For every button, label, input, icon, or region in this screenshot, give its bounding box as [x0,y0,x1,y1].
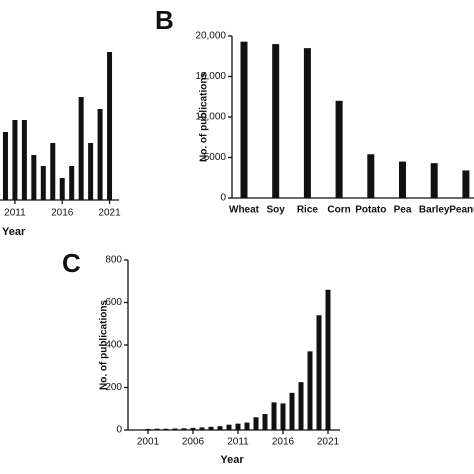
y-tick-label: 800 [105,255,122,266]
x-tick-label: Rice [297,205,319,216]
x-tick-label: Barley [419,205,450,216]
bar [307,351,313,430]
x-tick-label: 2016 [272,437,295,448]
bar [88,143,94,200]
bar [235,423,241,430]
bar [50,143,56,200]
bar [107,52,113,200]
bar [208,426,214,430]
bar [59,178,65,200]
x-tick-label: 2016 [51,208,74,219]
x-tick-label: Wheat [229,205,260,216]
x-tick-label: Peanut [449,205,474,216]
bar [271,402,277,430]
bar [253,417,259,430]
bar [12,120,18,200]
bar [145,428,151,430]
x-tick-label: 2006 [182,437,205,448]
x-tick-label: 2021 [317,437,340,448]
bar [21,120,27,200]
x-tick-label: 2001 [137,437,160,448]
bar [399,161,406,198]
bar [262,414,268,430]
bar [280,403,286,430]
bar [462,170,470,198]
x-axis-label: Year [220,454,244,466]
y-tick-label: 200 [105,382,122,393]
y-tick-label: 20,000 [195,31,226,42]
panel-letter: B [155,5,174,35]
bar [163,428,169,430]
x-tick-label: Soy [267,205,286,216]
panel-letter: C [62,248,81,278]
bar [2,132,8,200]
bar [190,427,196,430]
bar [199,427,205,430]
y-tick-label: 0 [116,425,122,436]
x-tick-label: 2021 [98,208,121,219]
bar [181,428,187,430]
y-tick-label: 0 [220,193,226,204]
bar [31,155,37,200]
y-tick-label: 5000 [204,152,227,163]
y-tick-label: 600 [105,297,122,308]
bar [430,163,438,198]
bar [316,315,322,430]
bar [303,48,311,199]
bar [78,97,84,200]
y-axis-label: No. of publications [99,300,110,390]
x-tick-label: Pea [394,205,412,216]
bar [226,424,232,430]
bar [240,41,248,198]
x-tick-label: Corn [327,205,350,216]
bar [244,422,250,430]
y-tick-label: 400 [105,340,122,351]
bar [217,426,223,430]
bar [367,154,375,198]
bar [335,100,343,198]
bar [154,428,160,430]
bar [325,289,331,430]
bar [298,382,304,430]
y-tick-label: 15,000 [195,71,226,82]
bar [97,109,103,200]
bar [40,166,46,200]
x-axis-label: Year [2,226,26,238]
bar [272,44,280,198]
y-tick-label: 10,000 [195,112,226,123]
y-axis-label: No. of publications [199,72,210,162]
x-tick-label: 2011 [4,208,26,219]
bar [289,392,295,430]
x-tick-label: 2011 [227,437,249,448]
x-tick-label: Potato [355,205,386,216]
bar [69,166,75,200]
bar [172,428,178,430]
